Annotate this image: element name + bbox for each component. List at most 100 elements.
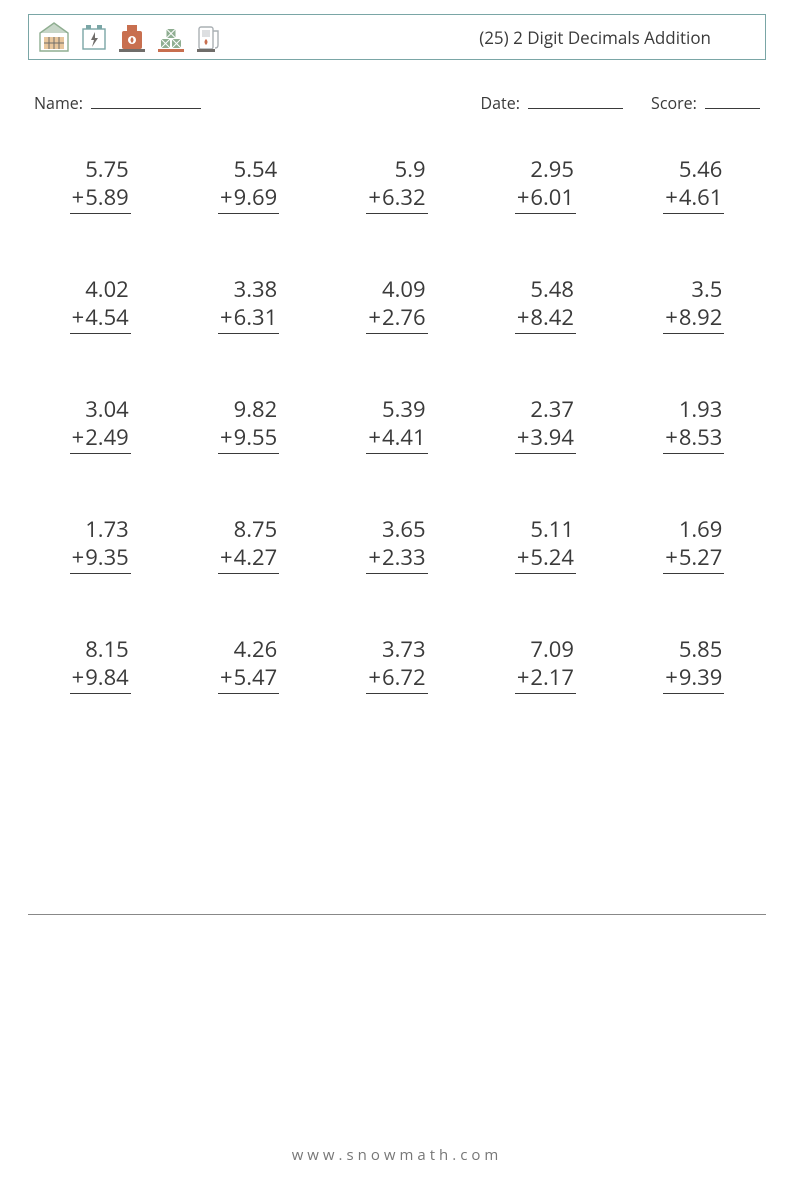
footer-divider <box>28 914 766 915</box>
date-blank[interactable] <box>528 93 623 109</box>
problem: 9.82+9.55 <box>194 396 302 454</box>
operand-b-row: +9.55 <box>218 424 279 455</box>
score-label: Score: <box>651 92 697 114</box>
operand-b: 9.39 <box>679 662 723 692</box>
info-row: Name: Date: Score: <box>28 92 766 114</box>
operator: + <box>517 542 531 572</box>
operator: + <box>368 662 382 692</box>
operator: + <box>72 182 86 212</box>
problem: 3.73+6.72 <box>343 636 451 694</box>
operator: + <box>368 302 382 332</box>
operand-b: 5.24 <box>530 542 574 572</box>
operator: + <box>665 542 679 572</box>
problem: 1.93+8.53 <box>640 396 748 454</box>
operator: + <box>220 422 234 452</box>
operand-b: 4.41 <box>382 422 426 452</box>
operand-b: 3.94 <box>530 422 574 452</box>
operand-b-row: +8.92 <box>663 304 724 335</box>
operator: + <box>517 662 531 692</box>
score-blank[interactable] <box>705 93 760 109</box>
operator: + <box>665 302 679 332</box>
operand-b-row: +2.76 <box>366 304 427 335</box>
operator: + <box>368 182 382 212</box>
header-icons <box>37 21 223 53</box>
problem: 2.37+3.94 <box>491 396 599 454</box>
operand-a: 1.93 <box>663 396 724 424</box>
operand-a: 5.46 <box>663 156 724 184</box>
operand-b-row: +9.69 <box>218 184 279 215</box>
operator: + <box>220 662 234 692</box>
operand-b: 6.01 <box>530 182 574 212</box>
operand-b-row: +4.27 <box>218 544 279 575</box>
operand-a: 5.48 <box>515 276 576 304</box>
name-field: Name: <box>34 92 481 114</box>
operand-a: 5.11 <box>515 516 576 544</box>
operand-a: 5.75 <box>70 156 131 184</box>
operand-b-row: +5.89 <box>70 184 131 215</box>
operand-a: 4.26 <box>218 636 279 664</box>
operand-b-row: +3.94 <box>515 424 576 455</box>
operand-b: 8.53 <box>679 422 723 452</box>
problem: 5.11+5.24 <box>491 516 599 574</box>
problem: 3.65+2.33 <box>343 516 451 574</box>
operator: + <box>665 422 679 452</box>
operand-b-row: +2.33 <box>366 544 427 575</box>
operand-b-row: +4.54 <box>70 304 131 335</box>
problem: 7.09+2.17 <box>491 636 599 694</box>
operand-b-row: +6.32 <box>366 184 427 215</box>
problem: 8.75+4.27 <box>194 516 302 574</box>
operand-a: 5.9 <box>366 156 427 184</box>
operand-b: 9.55 <box>234 422 278 452</box>
problem: 2.95+6.01 <box>491 156 599 214</box>
operand-a: 9.82 <box>218 396 279 424</box>
operator: + <box>517 302 531 332</box>
date-field: Date: <box>481 92 624 114</box>
operand-a: 3.04 <box>70 396 131 424</box>
operator: + <box>72 422 86 452</box>
operand-a: 3.5 <box>663 276 724 304</box>
operand-b: 6.31 <box>234 302 278 332</box>
operator: + <box>220 302 234 332</box>
operand-b: 2.33 <box>382 542 426 572</box>
operator: + <box>220 182 234 212</box>
operand-b-row: +5.47 <box>218 664 279 695</box>
score-field: Score: <box>651 92 760 114</box>
operand-b: 4.27 <box>234 542 278 572</box>
operator: + <box>368 422 382 452</box>
problem: 3.38+6.31 <box>194 276 302 334</box>
operand-a: 8.75 <box>218 516 279 544</box>
operand-b-row: +4.41 <box>366 424 427 455</box>
name-blank[interactable] <box>91 93 201 109</box>
operand-a: 3.73 <box>366 636 427 664</box>
operand-a: 5.54 <box>218 156 279 184</box>
problem: 5.39+4.41 <box>343 396 451 454</box>
operand-a: 5.85 <box>663 636 724 664</box>
operand-b: 2.17 <box>530 662 574 692</box>
operand-a: 2.95 <box>515 156 576 184</box>
problem: 4.26+5.47 <box>194 636 302 694</box>
operand-a: 5.39 <box>366 396 427 424</box>
operand-b-row: +5.24 <box>515 544 576 575</box>
operand-b-row: +9.39 <box>663 664 724 695</box>
operand-b: 4.54 <box>85 302 129 332</box>
problem: 4.09+2.76 <box>343 276 451 334</box>
operand-b: 6.32 <box>382 182 426 212</box>
operand-b-row: +9.84 <box>70 664 131 695</box>
operand-a: 4.09 <box>366 276 427 304</box>
operand-b: 5.47 <box>234 662 278 692</box>
operand-a: 1.69 <box>663 516 724 544</box>
gas-pump-icon <box>195 21 223 53</box>
problems-grid: 5.75+5.895.54+9.695.9+6.322.95+6.015.46+… <box>28 156 766 694</box>
operand-b-row: +8.42 <box>515 304 576 335</box>
operator: + <box>72 662 86 692</box>
problem: 5.85+9.39 <box>640 636 748 694</box>
operand-b-row: +8.53 <box>663 424 724 455</box>
operand-a: 8.15 <box>70 636 131 664</box>
operand-b: 8.42 <box>530 302 574 332</box>
worksheet-page: (25) 2 Digit Decimals Addition Name: Dat… <box>0 0 794 1195</box>
problem: 5.48+8.42 <box>491 276 599 334</box>
footer-url: www.snowmath.com <box>28 1145 766 1195</box>
operator: + <box>220 542 234 572</box>
operand-a: 4.02 <box>70 276 131 304</box>
problem: 8.15+9.84 <box>46 636 154 694</box>
